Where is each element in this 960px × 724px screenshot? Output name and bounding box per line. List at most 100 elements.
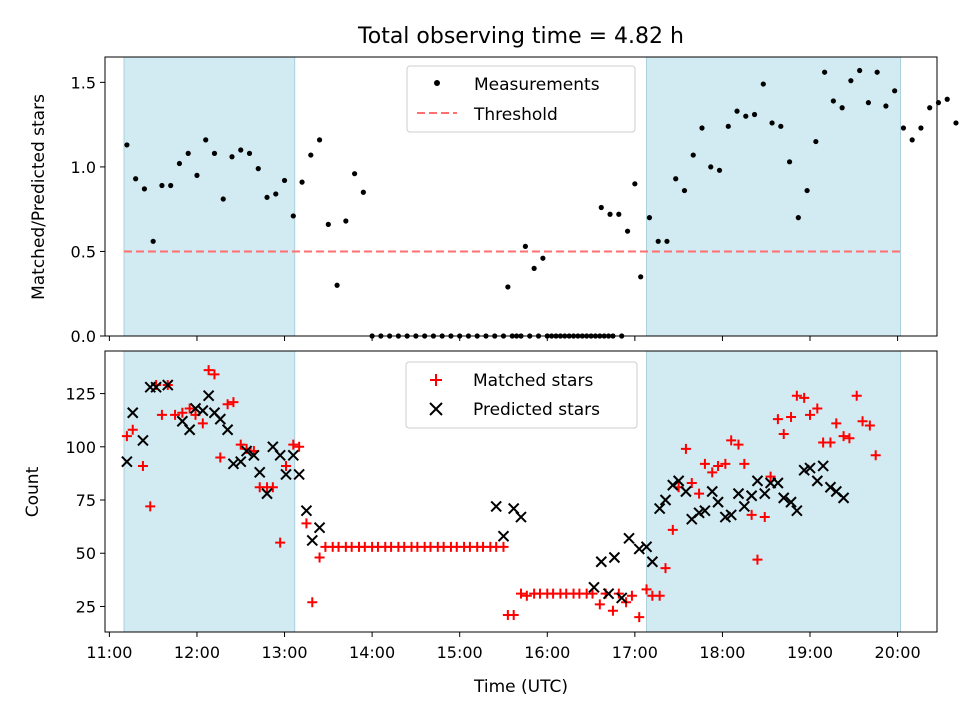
matched-point-93 xyxy=(733,439,744,450)
predicted-point-18 xyxy=(254,466,266,479)
measurement-point-89 xyxy=(760,81,766,87)
measurement-point-74 xyxy=(632,181,638,187)
predicted-point-50 xyxy=(712,496,724,508)
legend-measurements-label: Measurements xyxy=(474,75,600,95)
measurement-point-58 xyxy=(522,243,528,249)
bottom-xlabel: Time (UTC) xyxy=(473,677,568,697)
bottom-xtick-label-0: 11:00 xyxy=(86,643,132,662)
predicted-point-12 xyxy=(214,413,227,425)
measurement-point-39 xyxy=(465,333,472,339)
measurement-point-62 xyxy=(557,333,564,339)
measurement-point-14 xyxy=(246,150,253,156)
bottom-legend-box xyxy=(405,361,638,429)
matched-point-9 xyxy=(184,403,195,414)
measurement-point-24 xyxy=(334,282,340,288)
predicted-point-5 xyxy=(162,379,174,391)
predicted-point-52 xyxy=(725,509,737,521)
measurement-point-47 xyxy=(535,333,542,339)
legend-predicted-marker xyxy=(429,402,443,416)
measurement-point-21 xyxy=(308,152,314,158)
bottom-xtick-label-6: 17:00 xyxy=(612,643,658,662)
matched-point-109 xyxy=(838,431,849,442)
matched-point-83 xyxy=(667,524,678,535)
measurement-point-78 xyxy=(664,238,670,244)
matched-point-88 xyxy=(699,458,710,469)
matched-point-29 xyxy=(314,552,325,563)
top-legend: Measurements Threshold xyxy=(406,65,636,133)
bottom-xtick-label-8: 19:00 xyxy=(787,643,833,662)
predicted-point-42 xyxy=(659,494,672,506)
matched-point-28 xyxy=(307,597,318,608)
predicted-point-16 xyxy=(240,445,253,457)
predicted-point-65 xyxy=(811,475,824,487)
matched-point-94 xyxy=(739,458,750,469)
measurement-point-12 xyxy=(229,154,235,160)
measurement-point-81 xyxy=(690,152,696,158)
predicted-point-40 xyxy=(646,556,659,568)
measurement-point-76 xyxy=(646,215,653,221)
measurement-point-93 xyxy=(795,215,801,221)
bottom-xtick-label-1: 12:00 xyxy=(174,643,220,662)
measurement-point-104 xyxy=(892,88,898,94)
top-shaded-band-1 xyxy=(646,56,901,337)
measurement-point-85 xyxy=(725,123,731,129)
predicted-point-2 xyxy=(137,434,149,447)
predicted-point-44 xyxy=(672,475,685,487)
measurement-point-92 xyxy=(786,159,793,165)
matched-point-27 xyxy=(301,518,312,529)
matched-point-113 xyxy=(864,420,875,431)
measurement-point-20 xyxy=(299,179,305,185)
measurement-point-38 xyxy=(457,333,463,339)
matched-point-101 xyxy=(786,411,797,422)
predicted-point-26 xyxy=(306,534,318,547)
measurement-point-44 xyxy=(509,333,515,339)
matched-point-12 xyxy=(203,365,214,376)
measurement-point-88 xyxy=(751,111,758,118)
measurement-point-18 xyxy=(281,177,288,184)
matched-point-87 xyxy=(694,488,705,499)
top-ytick-label-0: 0.0 xyxy=(71,327,96,346)
measurement-point-64 xyxy=(575,333,581,339)
matched-point-23 xyxy=(275,537,286,548)
predicted-point-15 xyxy=(235,455,247,468)
bottom-xtick-label-3: 14:00 xyxy=(349,643,395,662)
predicted-point-24 xyxy=(293,468,305,481)
matched-point-95 xyxy=(746,509,757,520)
measurement-point-75 xyxy=(638,274,644,280)
matched-point-7 xyxy=(170,409,181,420)
measurement-point-25 xyxy=(343,218,349,224)
legend-threshold-label: Threshold xyxy=(473,105,558,125)
matched-point-5 xyxy=(156,409,167,420)
predicted-point-66 xyxy=(817,460,829,472)
measurement-point-4 xyxy=(159,182,165,189)
predicted-point-0 xyxy=(121,455,133,468)
measurement-point-95 xyxy=(813,138,819,145)
measurement-point-96 xyxy=(822,69,828,75)
bottom-ylabel: Count xyxy=(23,466,43,517)
predicted-point-39 xyxy=(640,541,653,553)
measurement-point-70 xyxy=(598,204,604,211)
measurement-point-99 xyxy=(848,78,854,84)
predicted-point-33 xyxy=(595,556,607,568)
predicted-point-29 xyxy=(497,530,510,542)
predicted-point-64 xyxy=(804,462,816,474)
bottom-axes-frame xyxy=(104,350,938,633)
predicted-point-25 xyxy=(300,504,313,517)
measurement-point-51 xyxy=(570,333,577,339)
measurement-point-42 xyxy=(492,333,498,339)
predicted-point-13 xyxy=(221,424,234,436)
measurement-point-48 xyxy=(544,333,550,339)
matched-point-78 xyxy=(634,612,645,623)
bottom-ytick-label-3: 100 xyxy=(65,438,96,457)
measurement-point-13 xyxy=(238,147,244,153)
measurement-point-86 xyxy=(734,108,740,114)
matched-point-26 xyxy=(294,441,305,452)
matched-point-57 xyxy=(498,541,509,552)
measurement-point-55 xyxy=(605,333,612,339)
measurement-point-72 xyxy=(616,211,622,217)
predicted-point-43 xyxy=(667,479,679,491)
predicted-point-54 xyxy=(738,500,751,513)
measurement-point-65 xyxy=(584,333,590,339)
bottom-xtick-label-2: 13:00 xyxy=(261,643,307,662)
